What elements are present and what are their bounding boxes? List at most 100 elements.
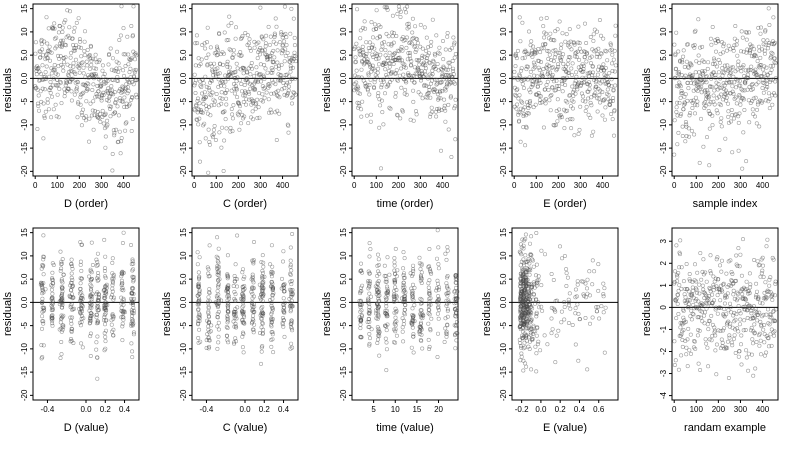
data-point — [525, 64, 530, 69]
data-point — [366, 269, 371, 274]
data-point — [130, 297, 135, 302]
data-point — [101, 93, 106, 98]
data-point — [111, 276, 116, 281]
data-point — [603, 305, 608, 310]
x-tick-label: 20 — [434, 405, 443, 414]
data-point — [110, 279, 115, 284]
data-point — [68, 64, 73, 69]
data-point — [209, 323, 214, 328]
data-point — [215, 235, 220, 240]
data-point — [378, 52, 383, 57]
data-point — [50, 305, 55, 310]
data-point — [110, 283, 115, 288]
data-point — [423, 66, 428, 71]
data-point — [452, 106, 457, 111]
data-point — [40, 287, 45, 292]
data-point — [80, 60, 85, 65]
data-point — [527, 241, 532, 246]
data-point — [251, 98, 256, 103]
data-point — [110, 314, 115, 319]
data-point — [123, 52, 128, 57]
data-point — [597, 17, 602, 22]
data-point — [395, 112, 400, 117]
data-point — [584, 59, 589, 64]
data-point — [376, 331, 381, 336]
data-point — [392, 280, 397, 285]
data-point — [562, 300, 567, 305]
data-point — [549, 57, 554, 62]
data-point — [601, 62, 606, 67]
data-point — [538, 101, 543, 106]
data-point — [532, 73, 537, 78]
data-point — [703, 270, 708, 275]
data-point — [90, 88, 95, 93]
data-point — [106, 91, 111, 96]
data-point — [394, 77, 399, 82]
data-point — [207, 142, 212, 147]
data-point — [413, 49, 418, 54]
data-point — [91, 56, 96, 61]
data-point — [437, 108, 442, 113]
data-point — [747, 271, 752, 276]
data-point — [536, 274, 541, 279]
data-point — [387, 105, 392, 110]
data-point — [417, 324, 422, 329]
data-point — [536, 339, 541, 344]
data-point — [80, 113, 85, 118]
data-point — [587, 269, 592, 274]
data-point — [445, 308, 450, 313]
data-point — [378, 24, 383, 29]
data-point — [75, 85, 80, 90]
data-point — [219, 90, 224, 95]
data-point — [696, 361, 701, 366]
y-tick-label: -10 — [20, 343, 29, 355]
data-point — [674, 316, 679, 321]
data-point — [261, 86, 266, 91]
data-point — [721, 50, 726, 55]
data-point — [196, 270, 201, 275]
data-point — [246, 66, 251, 71]
data-point — [718, 305, 723, 310]
data-point — [411, 118, 416, 123]
data-point — [762, 340, 767, 345]
data-point — [597, 77, 602, 82]
data-point — [537, 98, 542, 103]
data-point — [269, 337, 274, 342]
data-point — [259, 316, 264, 321]
data-point — [47, 74, 52, 79]
data-point — [230, 116, 235, 121]
data-point — [76, 101, 81, 106]
data-point — [49, 295, 54, 300]
data-point — [523, 236, 528, 241]
data-point — [73, 57, 78, 62]
data-point — [210, 90, 215, 95]
data-point — [445, 248, 450, 253]
data-point — [725, 68, 730, 73]
data-point — [757, 310, 762, 315]
data-point — [710, 300, 715, 305]
data-point — [407, 50, 412, 55]
data-point — [534, 283, 539, 288]
data-point — [59, 305, 64, 310]
data-point — [766, 6, 771, 11]
data-point — [77, 63, 82, 68]
data-point — [228, 129, 233, 134]
data-point — [275, 108, 280, 113]
data-point — [293, 76, 298, 81]
y-tick-label: 10 — [499, 251, 508, 260]
data-point — [269, 311, 274, 316]
data-point — [360, 48, 365, 53]
data-point — [374, 57, 379, 62]
data-point — [593, 91, 598, 96]
data-point — [61, 68, 66, 73]
data-point — [551, 277, 556, 282]
data-point — [677, 265, 682, 270]
data-point — [266, 97, 271, 102]
data-point — [687, 271, 692, 276]
data-point — [748, 328, 753, 333]
data-point — [43, 70, 48, 75]
data-point — [206, 299, 211, 304]
x-axis-title: C (order) — [223, 198, 267, 210]
data-point — [364, 40, 369, 45]
